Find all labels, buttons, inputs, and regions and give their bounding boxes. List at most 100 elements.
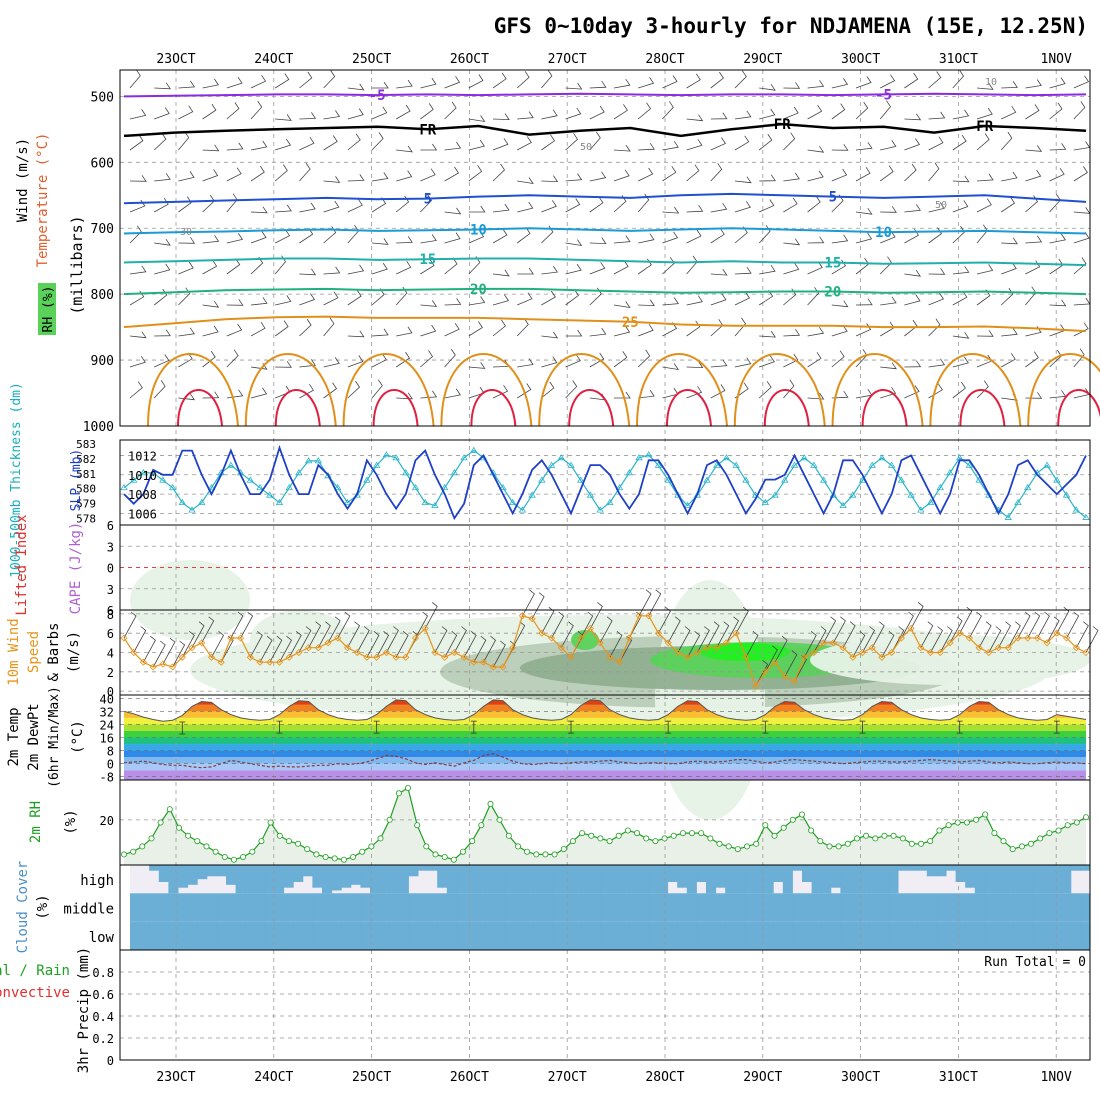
rh2m-tick: 20 [100, 814, 114, 828]
ylabel-lifted-index: Lifted Index [14, 514, 30, 615]
cloud-bar-middle [994, 893, 1005, 922]
wind-barb [226, 323, 243, 337]
rh2m-marker [844, 840, 851, 847]
wind-barb [299, 136, 315, 151]
thickness-marker [246, 476, 255, 483]
wind-barb-10m [969, 611, 982, 639]
wind-barb [686, 204, 704, 213]
wind-barb [1001, 352, 1016, 368]
rh2m-marker [478, 822, 485, 829]
wind-speed-marker [975, 644, 983, 652]
cloud-bar-low [398, 921, 409, 950]
cloud-bar-low [226, 921, 237, 950]
thickness-marker [1082, 513, 1090, 520]
thickness-marker [625, 469, 633, 476]
wind-barb [395, 351, 411, 368]
wind-barb [952, 356, 969, 368]
cloud-bar-middle [965, 893, 976, 922]
cloud-bar-middle [350, 893, 361, 922]
wind-barb-10m [415, 611, 429, 639]
wind-barb [686, 320, 701, 337]
cloud-bar-low [206, 921, 217, 950]
wind-speed-marker [820, 639, 828, 647]
wind-barb [976, 83, 994, 90]
ylabel-temperature: Temperature (°C) [35, 133, 51, 268]
ylabel-10m-wind: 10m Wind [6, 618, 22, 685]
wind-barb [154, 238, 171, 246]
wind-barb-10m [949, 616, 963, 643]
date-tick-bottom: 26OCT [450, 1070, 489, 1085]
slp-tick: 1006 [128, 507, 157, 521]
wind-barb [807, 170, 824, 182]
wind-barb [976, 330, 994, 337]
cloud-bar-low [158, 921, 169, 950]
wind-speed-marker [732, 629, 740, 637]
wind-barb [734, 70, 747, 89]
cloud-bar-low [322, 921, 333, 950]
wind-speed-marker [382, 648, 390, 657]
wind-speed-marker [965, 634, 973, 642]
cloud-bar-high [859, 865, 870, 894]
wind-barb-10m [551, 611, 565, 639]
wind-barb [880, 140, 897, 151]
cloud-bar-high [658, 865, 669, 894]
temp-band [124, 704, 1086, 712]
cloud-bar-high [235, 865, 246, 894]
rh-legend-swatch [38, 283, 56, 335]
wind-barb [323, 135, 338, 151]
cloud-bar-high [312, 865, 323, 888]
wind-barb-10m [249, 630, 263, 658]
cloud-bar-high [187, 865, 198, 885]
wind-barb [299, 359, 316, 368]
rh-contour-label: 50 [935, 200, 947, 211]
temp-tick: 0 [107, 758, 114, 772]
wind-barb-10m [677, 626, 691, 653]
wind-barb [686, 139, 703, 151]
cloud-bar-low [1051, 921, 1062, 950]
cloud-bar-low [782, 921, 793, 950]
wind-barb [129, 175, 147, 182]
cloud-bar-high [302, 865, 313, 877]
wind-barb [686, 386, 703, 399]
wind-barb [831, 234, 849, 244]
wind-speed-marker [693, 648, 701, 657]
wind-barb [855, 257, 870, 275]
isotherm-label: 20 [824, 285, 841, 301]
wind-barb [178, 80, 196, 89]
wind-barb [202, 391, 220, 399]
cloud-bar-middle [773, 893, 784, 922]
cloud-bar-middle [446, 893, 457, 922]
thickness-marker [674, 491, 682, 498]
wind-barb-10m [1066, 611, 1080, 639]
isotherm-30-loop [538, 353, 631, 427]
wind-barb [1025, 79, 1042, 89]
wind-barb [734, 291, 750, 306]
date-tick-top: 30OCT [841, 52, 880, 67]
cloud-bar-high [850, 865, 861, 894]
wind-barb [807, 80, 825, 89]
wind-barb-10m [444, 630, 458, 658]
wind-barb [831, 78, 849, 89]
thickness-marker [450, 469, 459, 476]
cloud-bar-low [456, 921, 467, 950]
rh2m-marker [918, 840, 925, 847]
thickness-marker [567, 461, 575, 468]
panel-frame-precip [119, 949, 1091, 1061]
wind-speed-marker [130, 648, 138, 657]
wind-barb [613, 301, 631, 309]
wind-barb [1049, 233, 1066, 244]
cloud-bar-high [446, 865, 457, 894]
temp-minmax-bar [859, 720, 866, 734]
cloud-bar-middle [1003, 893, 1014, 922]
cloud-bar-high [331, 865, 342, 891]
cloud-bar-low [773, 921, 784, 950]
cloud-bar-high [869, 865, 880, 894]
wind-barb [299, 383, 314, 399]
wind-speed-marker [1072, 644, 1080, 652]
wind-barb [129, 381, 143, 399]
wind-barb [613, 235, 631, 244]
rh2m-marker [175, 824, 182, 831]
rh2m-marker [542, 851, 549, 858]
wind-barb [178, 327, 195, 337]
thickness-marker [849, 491, 857, 498]
